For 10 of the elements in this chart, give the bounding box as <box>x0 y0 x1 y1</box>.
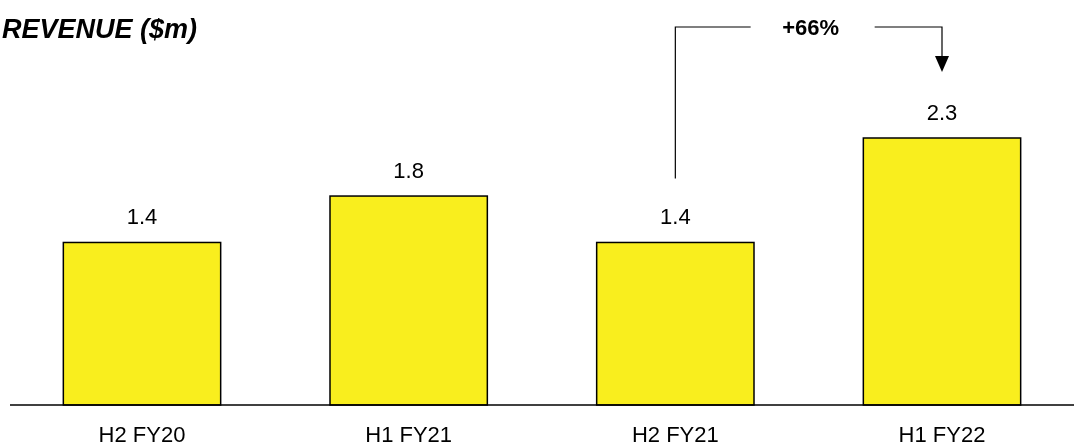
data-label: 1.8 <box>393 158 424 184</box>
data-label: 1.4 <box>126 204 158 230</box>
data-label: 2.3 <box>926 100 958 125</box>
data-label: 1.4 <box>660 204 691 230</box>
x-tick-label: H2 FY20 <box>98 422 186 447</box>
x-tick-label: H1 FY21 <box>365 422 453 447</box>
text: +66% <box>782 15 840 40</box>
chart-title: REVENUE ($m) <box>2 14 198 44</box>
x-tick-label: H2 FY21 <box>631 422 719 447</box>
x-tick-label: H1 FY22 <box>898 422 986 447</box>
